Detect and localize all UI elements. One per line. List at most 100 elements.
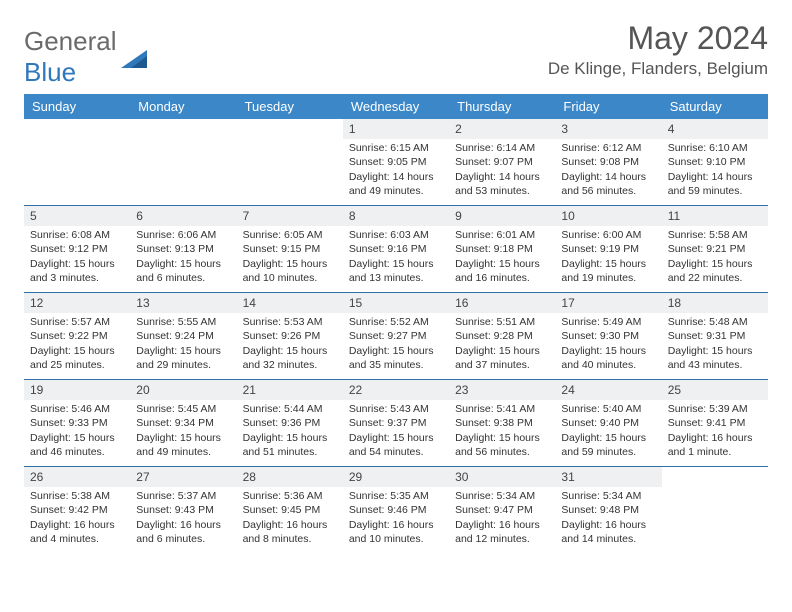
day-content: Sunrise: 6:14 AMSunset: 9:07 PMDaylight:… [449, 139, 555, 204]
sunrise-text: Sunrise: 5:34 AM [561, 489, 655, 503]
day-content [130, 139, 236, 147]
sunrise-text: Sunrise: 6:00 AM [561, 228, 655, 242]
day-content: Sunrise: 5:44 AMSunset: 9:36 PMDaylight:… [237, 400, 343, 465]
sunrise-text: Sunrise: 5:51 AM [455, 315, 549, 329]
day-content: Sunrise: 6:08 AMSunset: 9:12 PMDaylight:… [24, 226, 130, 291]
day-number: 25 [662, 380, 768, 400]
day-content: Sunrise: 5:34 AMSunset: 9:47 PMDaylight:… [449, 487, 555, 552]
sunset-text: Sunset: 9:10 PM [668, 155, 762, 169]
day-header: Friday [555, 94, 661, 119]
sunset-text: Sunset: 9:08 PM [561, 155, 655, 169]
day-content: Sunrise: 5:45 AMSunset: 9:34 PMDaylight:… [130, 400, 236, 465]
day-number: 10 [555, 206, 661, 226]
day-number: 6 [130, 206, 236, 226]
daylight-text: Daylight: 15 hours and 49 minutes. [136, 431, 230, 459]
day-number: 4 [662, 119, 768, 139]
sunset-text: Sunset: 9:33 PM [30, 416, 124, 430]
day-number: 12 [24, 293, 130, 313]
sunset-text: Sunset: 9:40 PM [561, 416, 655, 430]
day-cell: 7Sunrise: 6:05 AMSunset: 9:15 PMDaylight… [237, 206, 343, 292]
sunrise-text: Sunrise: 5:35 AM [349, 489, 443, 503]
day-cell: 20Sunrise: 5:45 AMSunset: 9:34 PMDayligh… [130, 380, 236, 466]
day-number: 21 [237, 380, 343, 400]
sunrise-text: Sunrise: 5:38 AM [30, 489, 124, 503]
month-title: May 2024 [548, 20, 768, 57]
day-content: Sunrise: 5:38 AMSunset: 9:42 PMDaylight:… [24, 487, 130, 552]
day-content: Sunrise: 6:06 AMSunset: 9:13 PMDaylight:… [130, 226, 236, 291]
sunrise-text: Sunrise: 5:37 AM [136, 489, 230, 503]
day-content: Sunrise: 5:37 AMSunset: 9:43 PMDaylight:… [130, 487, 236, 552]
daylight-text: Daylight: 15 hours and 56 minutes. [455, 431, 549, 459]
sunset-text: Sunset: 9:43 PM [136, 503, 230, 517]
sunrise-text: Sunrise: 5:39 AM [668, 402, 762, 416]
daylight-text: Daylight: 15 hours and 32 minutes. [243, 344, 337, 372]
daylight-text: Daylight: 16 hours and 6 minutes. [136, 518, 230, 546]
day-cell [237, 119, 343, 205]
day-cell: 27Sunrise: 5:37 AMSunset: 9:43 PMDayligh… [130, 467, 236, 553]
day-number: 9 [449, 206, 555, 226]
day-content: Sunrise: 5:49 AMSunset: 9:30 PMDaylight:… [555, 313, 661, 378]
daylight-text: Daylight: 15 hours and 35 minutes. [349, 344, 443, 372]
day-cell: 5Sunrise: 6:08 AMSunset: 9:12 PMDaylight… [24, 206, 130, 292]
logo-text-2: Blue [24, 57, 76, 87]
day-number: 13 [130, 293, 236, 313]
day-content: Sunrise: 5:35 AMSunset: 9:46 PMDaylight:… [343, 487, 449, 552]
daylight-text: Daylight: 15 hours and 22 minutes. [668, 257, 762, 285]
sunrise-text: Sunrise: 5:58 AM [668, 228, 762, 242]
day-number: 17 [555, 293, 661, 313]
sunrise-text: Sunrise: 5:57 AM [30, 315, 124, 329]
day-cell: 15Sunrise: 5:52 AMSunset: 9:27 PMDayligh… [343, 293, 449, 379]
day-content: Sunrise: 6:00 AMSunset: 9:19 PMDaylight:… [555, 226, 661, 291]
sunset-text: Sunset: 9:30 PM [561, 329, 655, 343]
sunrise-text: Sunrise: 5:43 AM [349, 402, 443, 416]
day-cell: 25 Sunrise: 5:39 AMSunset: 9:41 PMDayligh… [662, 380, 768, 466]
day-cell: 2Sunrise: 6:14 AMSunset: 9:07 PMDaylight… [449, 119, 555, 205]
daylight-text: Daylight: 16 hours and 14 minutes. [561, 518, 655, 546]
day-cell: 22Sunrise: 5:43 AMSunset: 9:37 PMDayligh… [343, 380, 449, 466]
day-number: 14 [237, 293, 343, 313]
day-content: Sunrise: 5:43 AMSunset: 9:37 PMDaylight:… [343, 400, 449, 465]
day-content: Sunrise: 6:10 AMSunset: 9:10 PMDaylight:… [662, 139, 768, 204]
day-content: Sunrise: 5:55 AMSunset: 9:24 PMDaylight:… [130, 313, 236, 378]
day-number: 15 [343, 293, 449, 313]
day-cell: 1Sunrise: 6:15 AMSunset: 9:05 PMDaylight… [343, 119, 449, 205]
day-content: Sunrise: 6:01 AMSunset: 9:18 PMDaylight:… [449, 226, 555, 291]
sunrise-text: Sunrise: 5:48 AM [668, 315, 762, 329]
daylight-text: Daylight: 16 hours and 8 minutes. [243, 518, 337, 546]
sunset-text: Sunset: 9:31 PM [668, 329, 762, 343]
sunset-text: Sunset: 9:28 PM [455, 329, 549, 343]
daylight-text: Daylight: 14 hours and 49 minutes. [349, 170, 443, 198]
day-header: Monday [130, 94, 236, 119]
day-cell: 14Sunrise: 5:53 AMSunset: 9:26 PMDayligh… [237, 293, 343, 379]
title-block: May 2024 De Klinge, Flanders, Belgium [548, 20, 768, 79]
daylight-text: Daylight: 15 hours and 29 minutes. [136, 344, 230, 372]
day-header: Thursday [449, 94, 555, 119]
sunset-text: Sunset: 9:24 PM [136, 329, 230, 343]
day-content: Sunrise: 5:41 AMSunset: 9:38 PMDaylight:… [449, 400, 555, 465]
sunset-text: Sunset: 9:41 PM [668, 416, 762, 430]
week-row: 5Sunrise: 6:08 AMSunset: 9:12 PMDaylight… [24, 206, 768, 293]
day-content: Sunrise: 6:05 AMSunset: 9:15 PMDaylight:… [237, 226, 343, 291]
week-row: 1Sunrise: 6:15 AMSunset: 9:05 PMDaylight… [24, 119, 768, 206]
day-number: 26 [24, 467, 130, 487]
sunset-text: Sunset: 9:47 PM [455, 503, 549, 517]
daylight-text: Daylight: 16 hours and 1 minute. [668, 431, 762, 459]
daylight-text: Daylight: 16 hours and 4 minutes. [30, 518, 124, 546]
day-number: 22 [343, 380, 449, 400]
week-row: 26Sunrise: 5:38 AMSunset: 9:42 PMDayligh… [24, 467, 768, 553]
day-cell: 29Sunrise: 5:35 AMSunset: 9:46 PMDayligh… [343, 467, 449, 553]
day-cell: 3Sunrise: 6:12 AMSunset: 9:08 PMDaylight… [555, 119, 661, 205]
sunset-text: Sunset: 9:26 PM [243, 329, 337, 343]
day-cell: 28Sunrise: 5:36 AMSunset: 9:45 PMDayligh… [237, 467, 343, 553]
daylight-text: Daylight: 15 hours and 19 minutes. [561, 257, 655, 285]
day-header: Saturday [662, 94, 768, 119]
day-content [24, 139, 130, 147]
header: General Blue May 2024 De Klinge, Flander… [24, 20, 768, 88]
sunset-text: Sunset: 9:16 PM [349, 242, 443, 256]
day-content: Sunrise: 5:52 AMSunset: 9:27 PMDaylight:… [343, 313, 449, 378]
day-number [237, 119, 343, 139]
sunrise-text: Sunrise: 5:45 AM [136, 402, 230, 416]
sunset-text: Sunset: 9:36 PM [243, 416, 337, 430]
logo-text-1: General [24, 26, 117, 56]
day-number: 11 [662, 206, 768, 226]
